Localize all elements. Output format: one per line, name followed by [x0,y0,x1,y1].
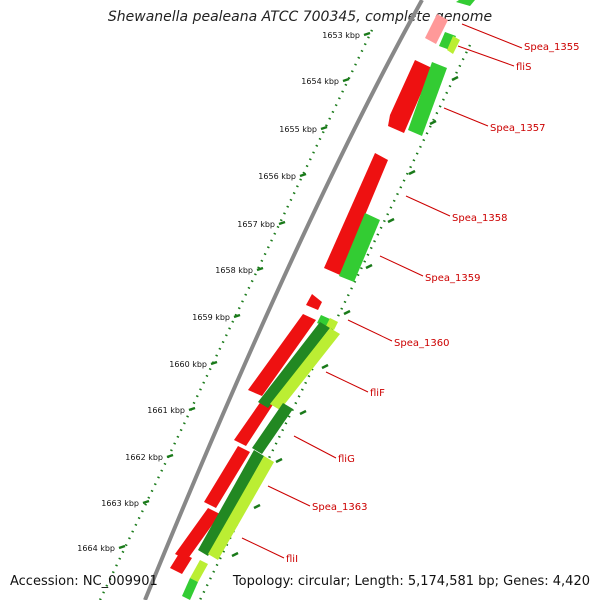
gene-label-leader [405,195,451,217]
gene-block-reverse[interactable] [326,318,338,330]
ruler-tick [233,313,241,319]
ruler-tick [299,172,307,178]
gene-label-leader [241,537,285,559]
gene-block-reverse[interactable] [182,578,198,600]
ruler-tick [342,77,350,83]
gene-block-forward[interactable] [425,14,448,44]
ruler-label: 1659 kbp [192,313,230,322]
gene-label-leader [347,319,393,342]
ruler-label: 1663 kbp [101,499,139,508]
gene-block-forward[interactable] [234,394,276,446]
ruler-label: 1658 kbp [215,266,253,275]
inner-tick [429,119,437,126]
gene-block-forward[interactable] [175,508,220,560]
gene-label-leader [379,255,424,277]
gene-label[interactable]: Spea_1360 [394,338,449,349]
ruler-label: 1657 kbp [237,220,275,229]
gene-label[interactable]: fliS [516,62,531,73]
inner-tick [387,217,395,224]
gene-label[interactable]: Spea_1363 [312,502,367,513]
gene-block-reverse[interactable] [456,0,475,6]
inner-tick [299,409,307,416]
gene-labels: Spea_1355 fliS Spea_1357 Spea_1358 Spea_1359… [241,23,579,565]
gene-block-reverse[interactable] [198,450,264,556]
gene-label-leader [325,371,369,393]
ruler-tick [278,220,286,226]
ruler-label: 1662 kbp [125,453,163,462]
gene-label[interactable]: Spea_1357 [490,123,545,134]
gene-block-reverse[interactable] [408,62,447,136]
gene-block-forward[interactable] [170,552,192,574]
map-title: Shewanella pealeana ATCC 700345, complet… [107,9,493,25]
features [170,0,475,600]
inner-tick [275,457,283,464]
gene-label-leader [457,45,515,67]
gene-block-reverse[interactable] [252,403,293,454]
gene-block-reverse[interactable] [339,213,380,282]
gene-block-forward[interactable] [306,294,322,310]
ruler-label: 1661 kbp [147,406,185,415]
ruler-label: 1655 kbp [279,125,317,134]
backbone-arc [143,0,424,600]
ruler-label: 1653 kbp [322,31,360,40]
inner-tick [253,503,261,510]
gene-label[interactable]: Spea_1359 [425,273,480,284]
ruler-label: 1664 kbp [77,544,115,553]
gene-label[interactable]: fliG [338,454,355,465]
inner-tick [408,169,416,176]
genome-summary-text: Topology: circular; Length: 5,174,581 bp… [232,574,590,589]
ruler-tick [188,406,196,412]
ruler-tick [210,360,218,366]
ruler-tick [363,31,371,37]
inner-tick [321,363,329,370]
ruler-tick [166,453,174,459]
gene-block-reverse[interactable] [190,560,208,582]
gene-block-forward[interactable] [324,153,388,275]
gene-block-reverse[interactable] [208,456,274,560]
gene-block-forward[interactable] [204,446,250,508]
ruler-label: 1654 kbp [301,77,339,86]
accession-text: Accession: NC_009901 [10,574,158,589]
gene-block-reverse[interactable] [258,322,330,408]
inner-tick [365,263,373,270]
gene-label-leader [443,107,489,127]
ruler: 1653 kbp 1654 kbp 1655 kbp 1656 kbp 1657 kbp… [77,31,459,558]
gene-block-reverse[interactable] [270,328,340,410]
ruler-tick [320,125,328,131]
ruler-tick [118,544,126,550]
gene-block-forward[interactable] [248,314,316,396]
gene-label[interactable]: Spea_1358 [452,213,507,224]
ruler-tick [142,499,150,505]
gene-label[interactable]: fliF [370,388,385,399]
gene-block-reverse[interactable] [447,36,460,54]
gene-label-leader [293,435,337,459]
inner-tick [343,309,351,316]
inner-tick [231,551,239,558]
gene-label-leader [461,23,523,49]
inner-tick [451,75,459,82]
ruler-label: 1660 kbp [169,360,207,369]
gene-label[interactable]: fliI [286,554,298,565]
ruler-arc [98,29,374,600]
gene-label[interactable]: Spea_1355 [524,42,579,53]
ruler-tick [256,266,264,272]
ruler-label: 1656 kbp [258,172,296,181]
gene-block-forward[interactable] [388,60,432,133]
gene-label-leader [267,485,311,507]
